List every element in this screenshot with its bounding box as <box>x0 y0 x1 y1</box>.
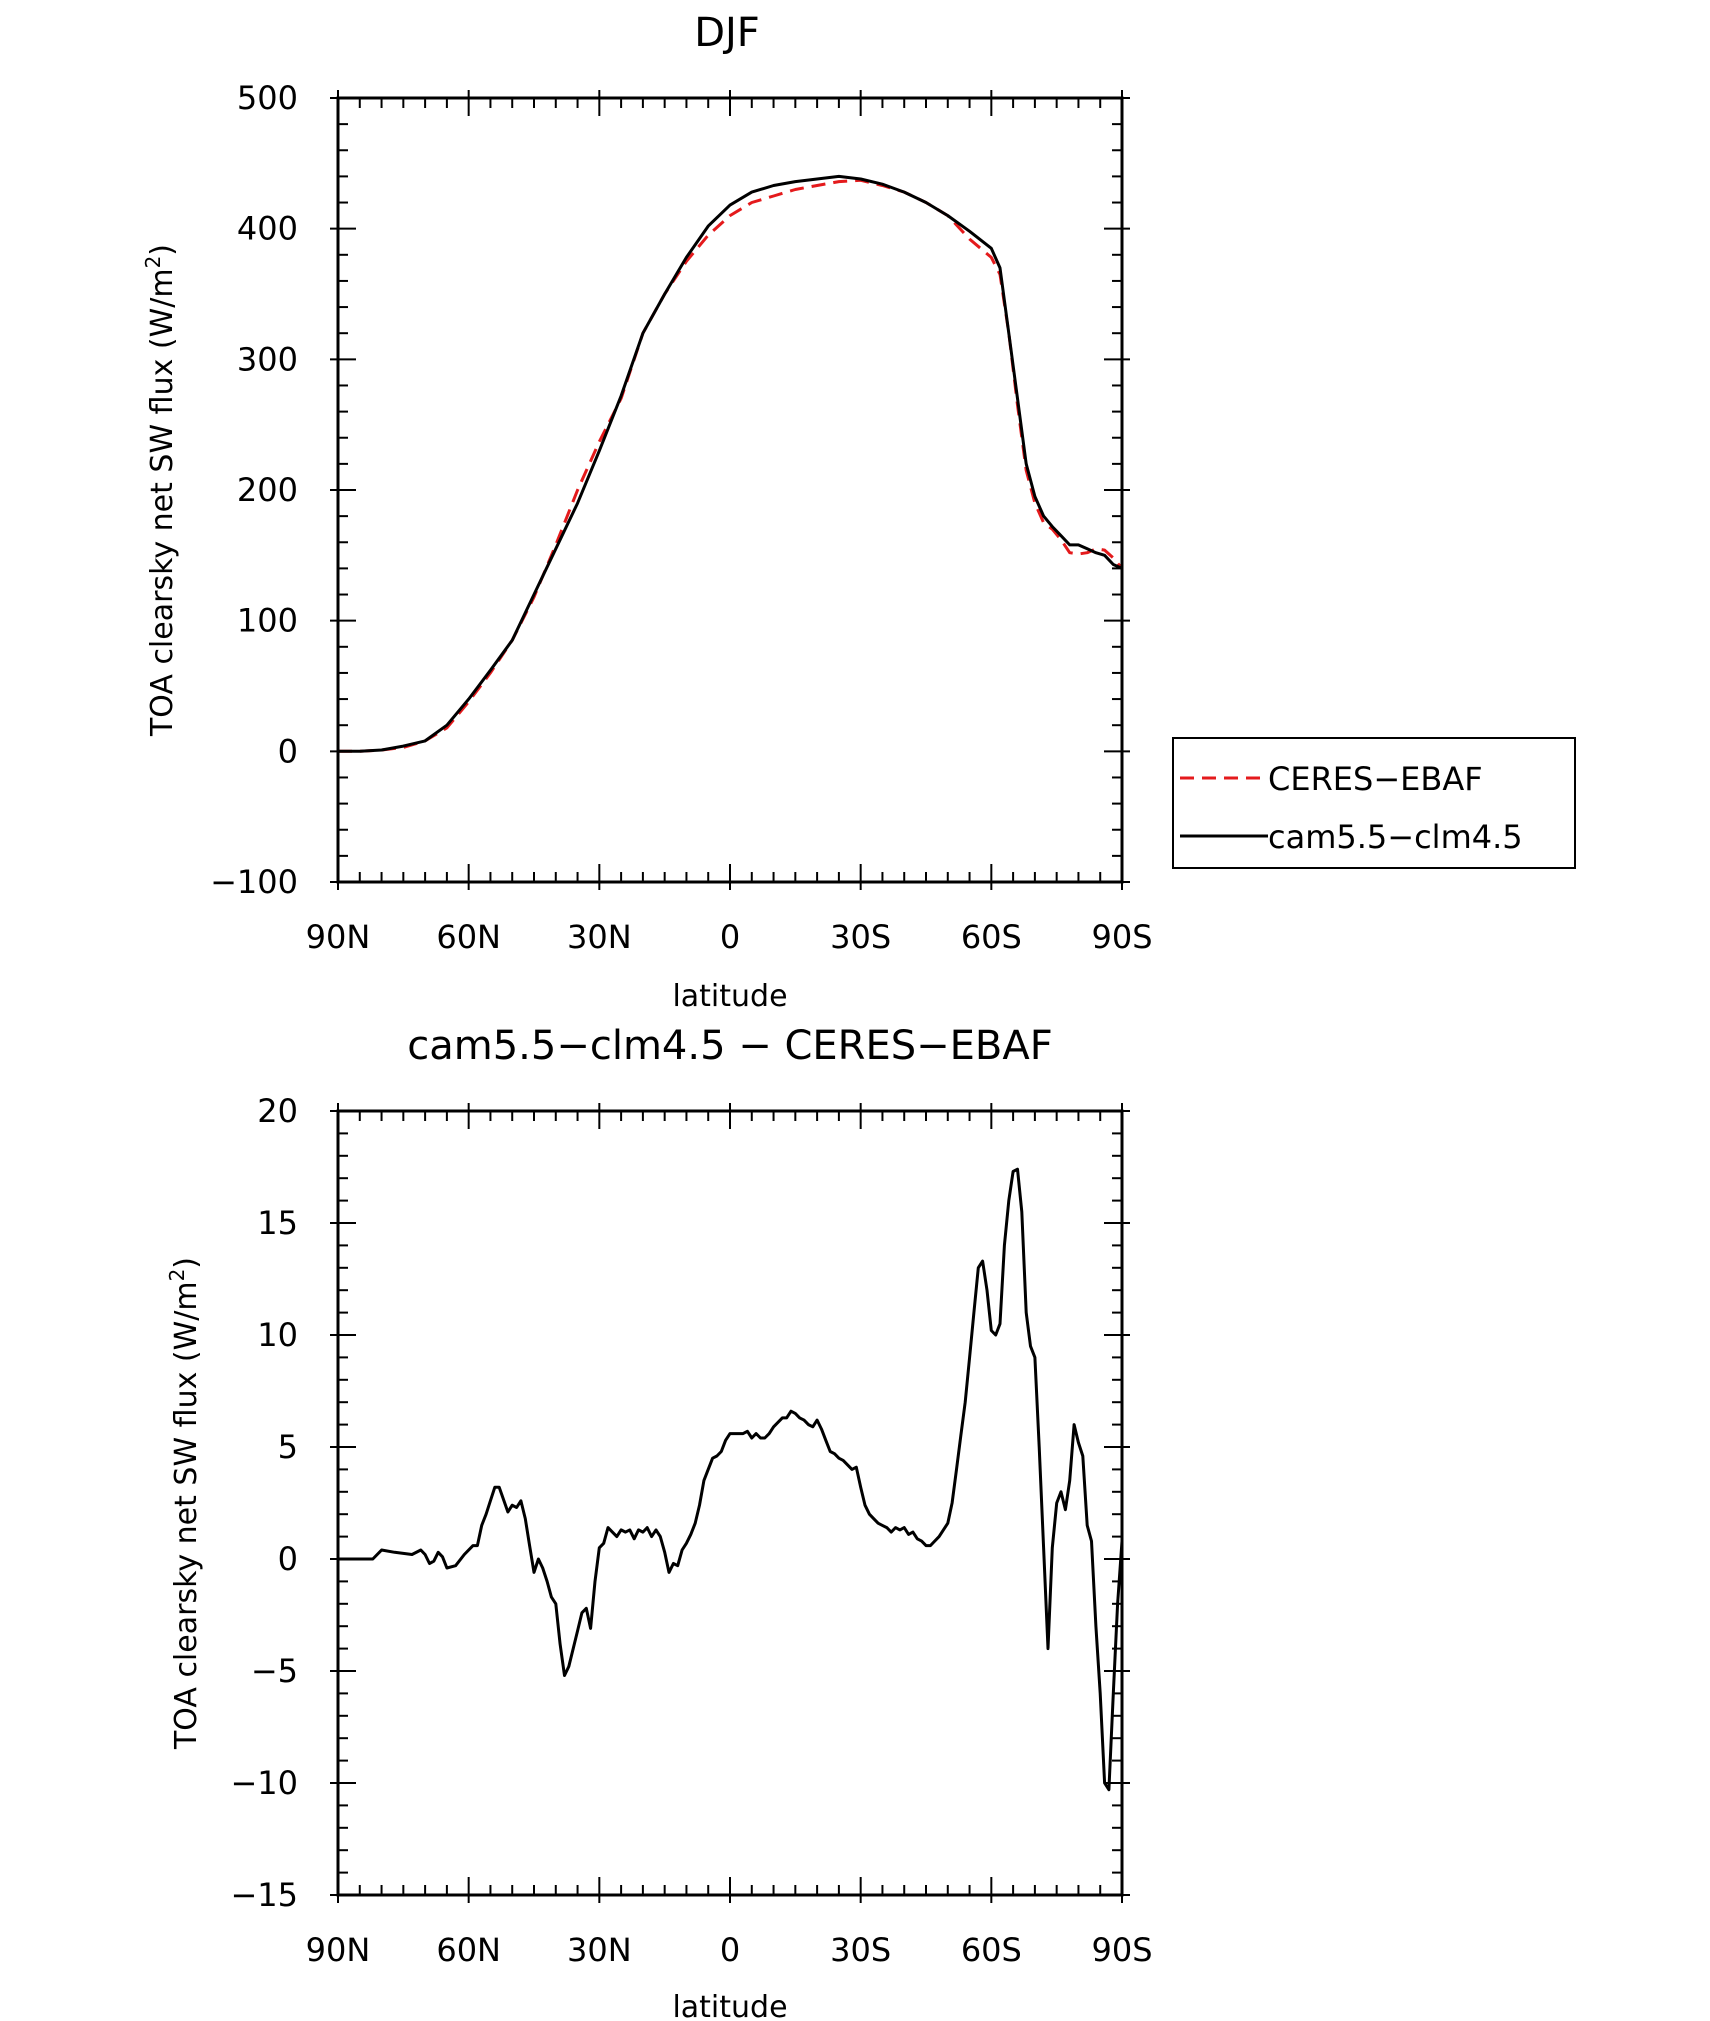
top-y-tick-label: 300 <box>237 340 298 378</box>
top-x-tick-label: 60S <box>961 918 1022 956</box>
bottom-y-tick-label: 0 <box>278 1540 298 1578</box>
bottom-chart-title: cam5.5−clm4.5 − CERES−EBAF <box>407 1023 1053 1069</box>
bottom-y-tick-label: 20 <box>257 1092 298 1130</box>
legend-box <box>1172 737 1576 869</box>
top-y-tick-label: 100 <box>237 602 298 640</box>
bottom-series-line-0 <box>338 1167 1124 1792</box>
bottom-y-axis-title: TOA clearsky net SW flux (W/m2) <box>165 1257 204 1750</box>
bottom-y-tick-label: −10 <box>230 1764 298 1802</box>
top-x-tick-label: 30S <box>830 918 891 956</box>
top-x-axis-title: latitude <box>672 979 787 1014</box>
bottom-x-tick-label: 60N <box>436 1931 501 1969</box>
legend-label-ceres: CERES−EBAF <box>1268 760 1483 798</box>
top-x-tick-label: 90S <box>1091 918 1152 956</box>
top-y-tick-labels: −100 0 100 200 300 400 500 <box>210 79 298 901</box>
bottom-y-tick-label: 15 <box>257 1204 298 1242</box>
legend: CERES−EBAF cam5.5−clm4.5 <box>1172 737 1576 869</box>
top-x-tick-label: 90N <box>306 918 371 956</box>
top-series-line-0 <box>338 178 1124 753</box>
bottom-ticks <box>330 1103 1130 1903</box>
top-y-axis-title: TOA clearsky net SW flux (W/m2) <box>141 244 180 737</box>
top-y-tick-label: 500 <box>237 79 298 117</box>
top-y-tick-label: 0 <box>278 732 298 770</box>
top-ticks <box>330 90 1130 890</box>
top-chart-title: DJF <box>694 10 760 56</box>
bottom-y-tick-labels: −15 −10 −5 0 5 10 15 20 <box>230 1092 298 1914</box>
bottom-x-axis-title: latitude <box>672 1990 787 2021</box>
top-x-tick-label: 30N <box>567 918 632 956</box>
bottom-x-tick-label: 60S <box>961 1931 1022 1969</box>
bottom-y-tick-label: −15 <box>230 1876 298 1914</box>
top-y-tick-label: 400 <box>237 210 298 248</box>
top-x-tick-labels: 90N 60N 30N 0 30S 60S 90S <box>306 918 1153 956</box>
top-chart: DJF −100 0 100 200 300 400 500 90N 60N 30N 0 30S 60… <box>141 10 1576 1014</box>
top-series-line-1 <box>338 174 1123 753</box>
top-x-tick-label: 60N <box>436 918 501 956</box>
bottom-x-tick-label: 90S <box>1091 1931 1152 1969</box>
bottom-x-tick-label: 90N <box>306 1931 371 1969</box>
bottom-x-tick-label: 30S <box>830 1931 891 1969</box>
bottom-y-tick-label: −5 <box>251 1652 298 1690</box>
top-plot-series <box>338 174 1124 753</box>
bottom-x-tick-label: 0 <box>720 1931 740 1969</box>
bottom-x-tick-label: 30N <box>567 1931 632 1969</box>
bottom-plot-series <box>338 1167 1124 1792</box>
bottom-y-tick-label: 10 <box>257 1316 298 1354</box>
legend-label-cam: cam5.5−clm4.5 <box>1268 818 1523 856</box>
top-x-tick-label: 0 <box>720 918 740 956</box>
bottom-y-tick-label: 5 <box>278 1428 298 1466</box>
top-y-tick-label: −100 <box>210 863 298 901</box>
bottom-x-tick-labels: 90N 60N 30N 0 30S 60S 90S <box>306 1931 1153 1969</box>
bottom-chart: cam5.5−clm4.5 − CERES−EBAF −15 −10 −5 0 5 10 1… <box>165 1023 1153 2021</box>
bottom-plot-frame <box>336 1109 1124 1897</box>
top-y-tick-label: 200 <box>237 471 298 509</box>
